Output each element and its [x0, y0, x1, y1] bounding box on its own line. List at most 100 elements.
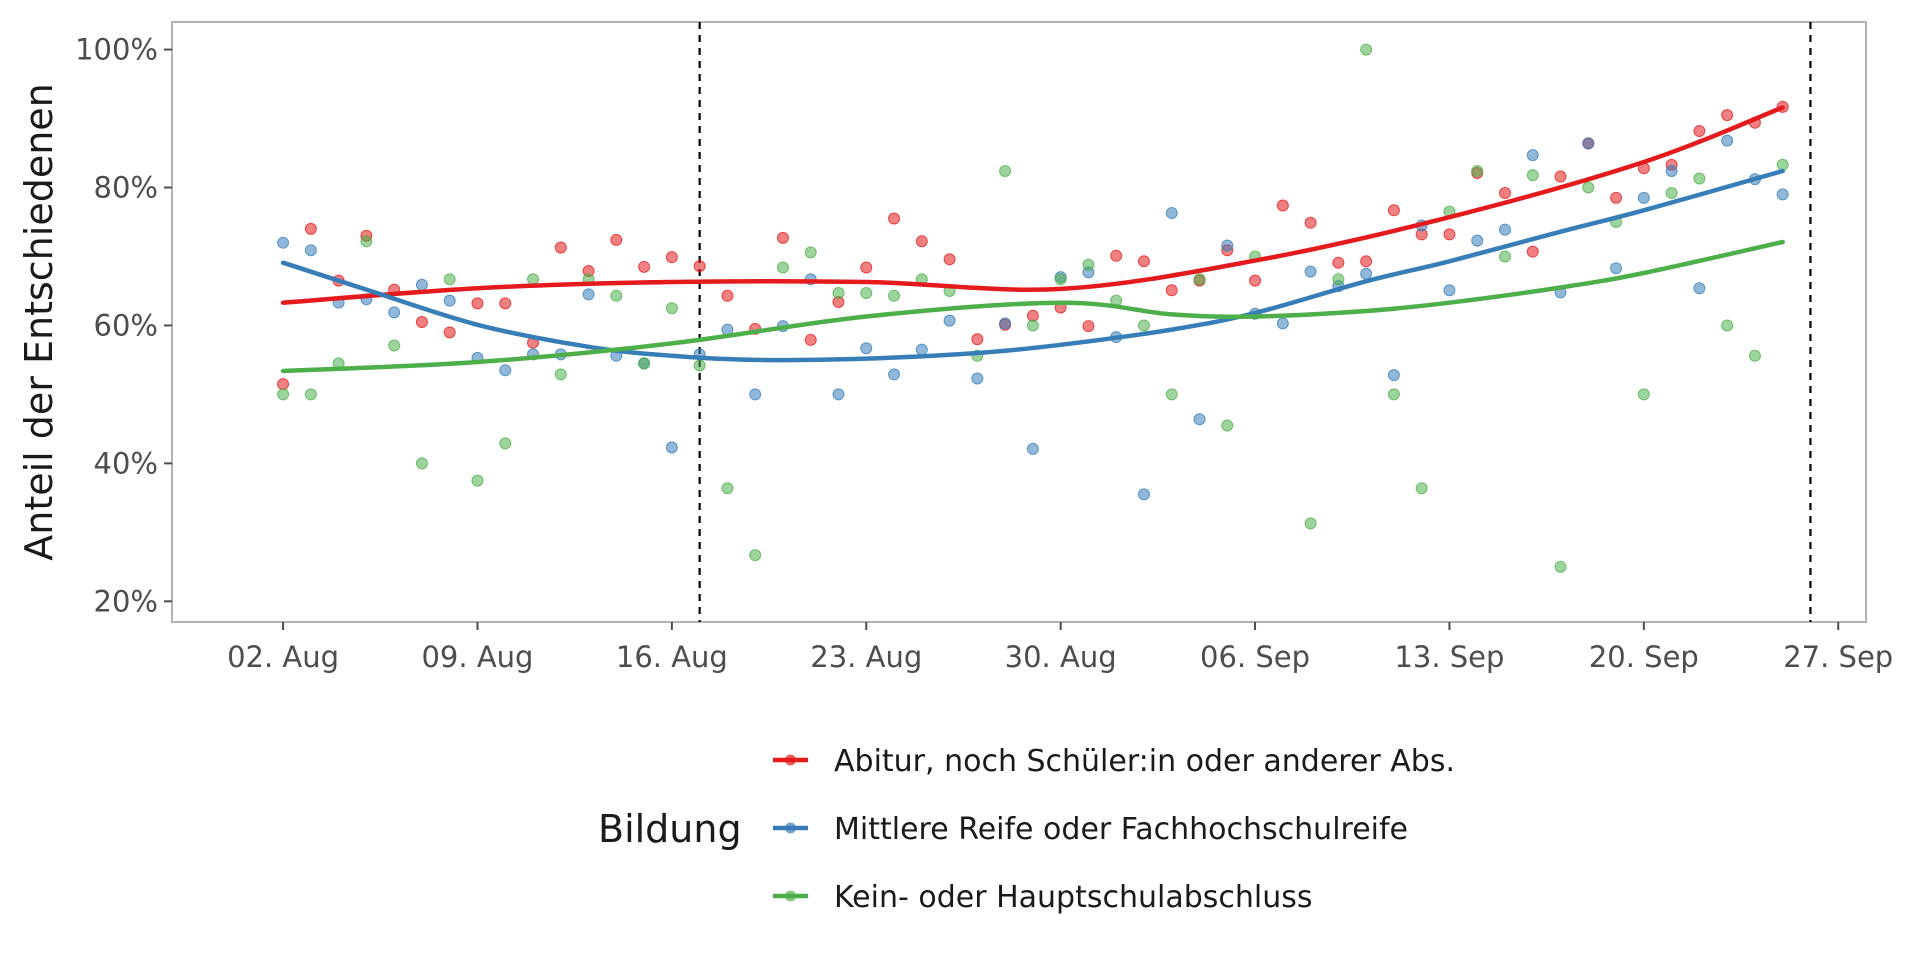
point-s2-36 — [1304, 517, 1317, 530]
point-s0-45 — [1526, 245, 1539, 258]
point-s0-1 — [304, 222, 317, 235]
point-s2-38 — [1360, 43, 1373, 56]
legend-swatch-point-2 — [785, 890, 796, 902]
legend-swatch-point-1 — [785, 822, 796, 834]
data-points — [277, 43, 1789, 573]
trend-line-s2 — [280, 239, 1785, 374]
point-s2-26 — [999, 164, 1012, 177]
trend-line-s1 — [280, 168, 1785, 363]
point-s1-4 — [388, 306, 401, 319]
point-s0-48 — [1610, 191, 1623, 204]
point-s2-19 — [804, 246, 817, 259]
point-s1-50 — [1665, 164, 1678, 177]
point-s1-23 — [915, 343, 928, 356]
point-s0-31 — [1137, 255, 1150, 268]
point-s1-14 — [665, 441, 678, 454]
point-s1-45 — [1526, 149, 1539, 162]
point-s1-42 — [1443, 284, 1456, 297]
x-tick-label-0: 02. Aug — [227, 640, 339, 674]
legend: Bildung Abitur, noch Schüler:in oder and… — [598, 744, 1455, 915]
point-s2-21 — [860, 287, 873, 300]
point-s2-6 — [443, 273, 456, 286]
point-s1-26 — [999, 317, 1012, 330]
point-s0-5 — [415, 316, 428, 328]
point-s2-9 — [527, 273, 540, 286]
point-s2-16 — [721, 482, 734, 495]
point-s0-18 — [776, 231, 789, 244]
point-s0-38 — [1332, 256, 1345, 269]
point-s0-7 — [471, 297, 484, 310]
point-s2-17 — [749, 549, 762, 562]
y-axis: 20% 40% 60% 80% 100% — [75, 33, 172, 618]
point-s0-24 — [943, 253, 956, 266]
point-s0-30 — [1110, 249, 1123, 262]
point-s2-51 — [1721, 319, 1734, 332]
point-s1-27 — [1026, 442, 1039, 455]
point-s0-40 — [1387, 204, 1400, 217]
point-s2-14 — [665, 302, 678, 315]
point-s2-46 — [1582, 181, 1595, 194]
point-s1-36 — [1276, 317, 1289, 330]
point-s2-28 — [1054, 273, 1067, 286]
point-s0-13 — [638, 260, 651, 273]
point-s1-47 — [1582, 137, 1595, 150]
point-s0-37 — [1304, 216, 1317, 229]
point-s0-44 — [1498, 187, 1511, 200]
point-s2-31 — [1137, 319, 1150, 332]
point-s2-42 — [1471, 164, 1484, 177]
legend-label-2: Kein- oder Hauptschulabschluss — [834, 880, 1313, 915]
point-s0-14 — [665, 251, 678, 264]
point-s1-25 — [971, 372, 984, 385]
point-s0-39 — [1360, 255, 1373, 268]
y-tick-label-3: 80% — [94, 171, 158, 205]
point-s1-6 — [443, 294, 456, 307]
point-s1-8 — [499, 364, 512, 377]
legend-item-1: Mittlere Reife oder Fachhochschulreife — [773, 812, 1408, 847]
point-s1-40 — [1387, 369, 1400, 382]
point-s0-21 — [860, 261, 873, 274]
point-s2-32 — [1165, 388, 1178, 401]
point-s2-45 — [1554, 560, 1567, 573]
point-s2-12 — [610, 289, 623, 302]
point-s1-34 — [1221, 239, 1234, 252]
legend-swatch-point-0 — [785, 754, 796, 766]
point-s0-15 — [693, 260, 706, 273]
point-s0-12 — [610, 233, 623, 246]
point-s2-49 — [1665, 187, 1678, 200]
y-axis-title: Anteil der Entschiedenen — [17, 83, 61, 561]
point-s1-43 — [1471, 234, 1484, 247]
point-s2-15 — [693, 359, 706, 372]
point-s1-20 — [832, 388, 845, 401]
point-s2-34 — [1221, 419, 1234, 432]
point-s1-51 — [1693, 282, 1706, 295]
point-s2-40 — [1415, 482, 1428, 495]
point-s2-50 — [1693, 172, 1706, 185]
x-tick-label-6: 13. Sep — [1394, 640, 1504, 674]
point-s0-35 — [1249, 274, 1262, 287]
point-s2-29 — [1082, 258, 1095, 271]
point-s1-54 — [1776, 188, 1789, 201]
point-s2-39 — [1387, 388, 1400, 401]
reference-lines — [698, 22, 1812, 622]
point-s2-52 — [1748, 349, 1761, 362]
point-s2-8 — [499, 437, 512, 450]
point-s0-29 — [1082, 320, 1095, 333]
point-s2-10 — [554, 368, 567, 381]
point-s1-1 — [304, 244, 317, 257]
point-s1-49 — [1637, 191, 1650, 204]
point-s2-44 — [1526, 169, 1539, 182]
point-s0-16 — [721, 289, 734, 302]
legend-keys: Abitur, noch Schüler:in oder anderer Abs… — [773, 744, 1455, 915]
point-s1-52 — [1721, 134, 1734, 147]
point-s2-4 — [388, 339, 401, 352]
point-s0-36 — [1276, 199, 1289, 212]
y-tick-label-0: 20% — [94, 584, 158, 618]
point-s0-8 — [499, 297, 512, 310]
point-s2-37 — [1332, 273, 1345, 286]
point-s1-31 — [1137, 488, 1150, 501]
point-s0-6 — [443, 326, 456, 339]
point-s1-44 — [1498, 223, 1511, 236]
point-s2-18 — [776, 261, 789, 274]
legend-label-1: Mittlere Reife oder Fachhochschulreife — [834, 812, 1408, 847]
